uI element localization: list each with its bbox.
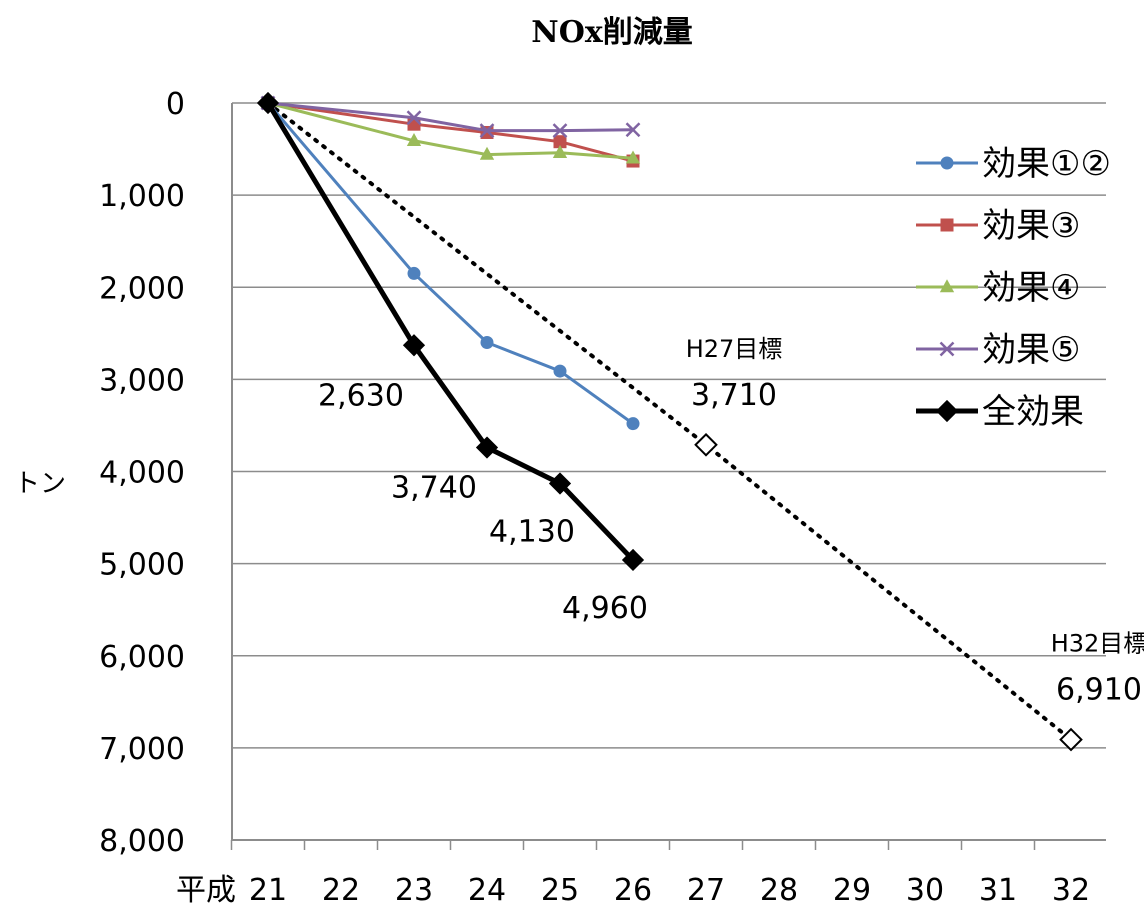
series-point	[625, 122, 641, 138]
data-label: 4,960	[562, 591, 648, 626]
gridlines	[232, 102, 1106, 749]
series-5	[256, 91, 645, 572]
series-point	[256, 91, 280, 115]
x-tick-label: 22	[322, 873, 360, 908]
legend-marker	[940, 156, 954, 170]
legend-label: 効果①②	[982, 144, 1111, 184]
y-tick-label: 0	[166, 87, 185, 122]
legend-item: 効果⑤	[916, 330, 1080, 370]
target-label: H32目標	[1051, 630, 1144, 658]
x-tick-label: 25	[541, 873, 579, 908]
y-tick-label: 2,000	[99, 271, 185, 306]
legend-marker	[939, 341, 955, 357]
series-point	[626, 417, 640, 431]
series-point	[406, 132, 422, 146]
series-group	[256, 91, 645, 572]
x-tick-label: 21	[249, 873, 287, 908]
target-line: H27目標 3,710 H32目標 6,910	[266, 101, 1144, 752]
chart-title: NOx削減量	[531, 15, 692, 50]
series-line	[267, 101, 634, 163]
legend-item: 効果①②	[916, 144, 1111, 184]
series-point	[625, 150, 641, 164]
x-tick-label: 32	[1052, 873, 1090, 908]
series-point	[406, 110, 422, 126]
series-point	[480, 125, 494, 139]
target-marker	[1059, 727, 1083, 752]
legend-label: 全効果	[982, 392, 1084, 432]
series-point	[479, 146, 495, 160]
y-tick-label: 6,000	[99, 640, 185, 675]
series-line	[266, 102, 634, 425]
series-point	[475, 436, 499, 459]
data-label: 3,740	[391, 471, 477, 506]
y-tick-label: 7,000	[99, 732, 185, 767]
x-tick-labels: 平成 21 22 23 24 25 26 27 28 29 30 31 32	[176, 873, 1090, 908]
x-tick-label: 23	[395, 873, 433, 908]
legend-label: 効果⑤	[982, 330, 1080, 370]
x-axis-prefix: 平成	[176, 873, 236, 908]
y-tick-label: 8,000	[99, 824, 185, 859]
series-point	[552, 144, 568, 158]
legend-item: 効果④	[916, 268, 1080, 308]
legend-marker	[939, 279, 955, 293]
y-tick-label: 1,000	[99, 179, 185, 214]
target-value-label: 6,910	[1056, 673, 1142, 708]
series-point	[402, 334, 426, 357]
x-tick-label: 24	[468, 873, 506, 908]
series-point	[407, 266, 421, 280]
axes	[230, 103, 1106, 850]
series-point	[552, 123, 568, 139]
series-point	[621, 548, 645, 572]
y-tick-label: 5,000	[99, 548, 185, 583]
y-axis-label: トン	[14, 469, 66, 499]
data-labels: 2,630 3,740 4,130 4,960	[318, 378, 648, 626]
x-tick-label: 29	[833, 873, 871, 908]
series-point	[480, 336, 494, 350]
series-point	[548, 472, 572, 495]
y-tick-label: 4,000	[99, 456, 185, 491]
x-tick-label: 27	[687, 873, 725, 908]
x-tick-label: 31	[979, 873, 1017, 908]
legend-item: 全効果	[916, 392, 1084, 432]
target-dotted-line	[266, 101, 1073, 742]
x-tick-label: 28	[760, 873, 798, 908]
legend-item: 効果③	[916, 206, 1080, 246]
data-label: 2,630	[318, 378, 404, 413]
target-label: H27目標	[686, 335, 783, 363]
series-point	[479, 123, 495, 139]
target-value-label: 3,710	[691, 378, 777, 413]
target-marker	[694, 432, 718, 457]
y-tick-labels: 0 1,000 2,000 3,000 4,000 5,000 6,000 7,000 8,00…	[99, 87, 185, 859]
series-point	[553, 364, 567, 378]
x-tick-label: 30	[906, 873, 944, 908]
legend: 効果①② 効果③ 効果④ 効果⑤ 全効果	[916, 144, 1111, 432]
legend-marker	[935, 399, 959, 423]
legend-label: 効果③	[982, 206, 1080, 246]
y-tick-label: 3,000	[99, 363, 185, 398]
data-label: 4,130	[489, 514, 575, 549]
series-point	[553, 135, 567, 149]
legend-label: 効果④	[982, 268, 1080, 308]
x-tick-label: 26	[614, 873, 652, 908]
legend-marker	[940, 218, 954, 232]
